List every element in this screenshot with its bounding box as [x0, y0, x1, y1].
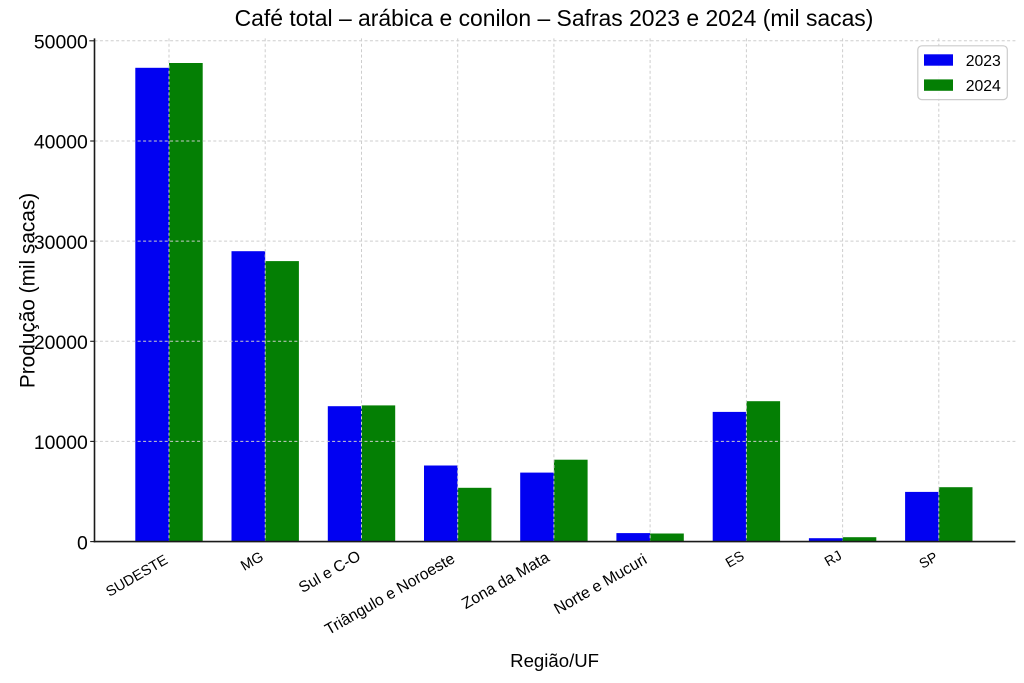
svg-text:Produção (mil sacas): Produção (mil sacas) [16, 193, 39, 388]
svg-text:20000: 20000 [34, 332, 88, 354]
svg-text:10000: 10000 [34, 432, 88, 454]
svg-text:2023: 2023 [966, 53, 1001, 70]
svg-text:30000: 30000 [34, 232, 88, 254]
svg-text:0: 0 [77, 532, 88, 554]
svg-text:50000: 50000 [34, 32, 88, 54]
svg-text:Café total – arábica e conilon: Café total – arábica e conilon – Safras … [235, 5, 874, 31]
svg-text:40000: 40000 [34, 132, 88, 154]
svg-text:2024: 2024 [966, 78, 1001, 95]
svg-text:Região/UF: Região/UF [510, 650, 599, 671]
svg-text:RJ: RJ [821, 547, 844, 569]
